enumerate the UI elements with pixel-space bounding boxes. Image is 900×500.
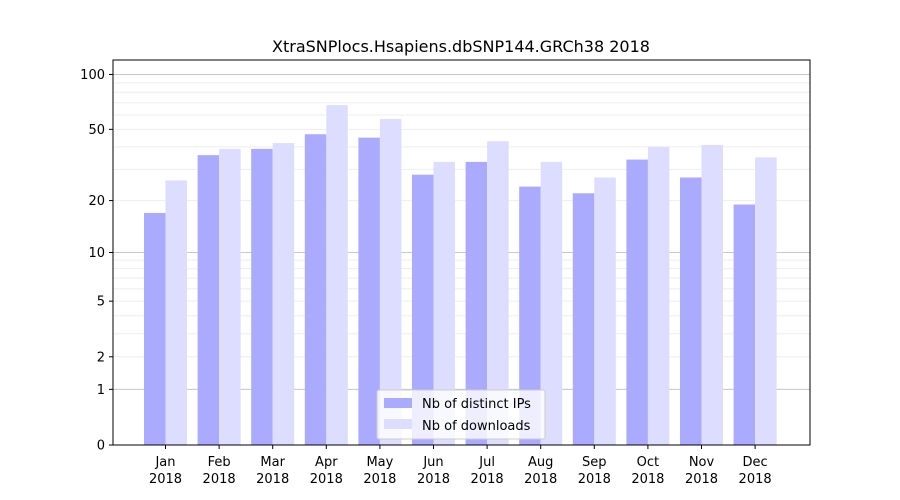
bar-distinct-ips <box>304 134 327 445</box>
bar-distinct-ips <box>733 204 756 445</box>
x-tick-label-year: 2018 <box>363 472 396 487</box>
legend-swatch-distinct-ips <box>384 398 412 408</box>
bar-distinct-ips <box>572 193 595 445</box>
legend-label-distinct-ips: Nb of distinct IPs <box>422 397 531 412</box>
x-tick-label-month: Apr <box>315 455 338 470</box>
x-tick-label-year: 2018 <box>310 472 343 487</box>
bar-distinct-ips <box>358 137 380 445</box>
bar-downloads <box>647 146 670 445</box>
bar-downloads <box>487 141 509 446</box>
bar-downloads <box>272 143 295 446</box>
x-tick-label-year: 2018 <box>471 472 504 487</box>
y-tick-label: 1 <box>97 383 105 398</box>
bar-distinct-ips <box>197 155 220 446</box>
bar-downloads <box>433 161 455 445</box>
y-tick-label: 10 <box>88 246 105 261</box>
x-tick-label-year: 2018 <box>524 472 557 487</box>
y-tick-label: 20 <box>88 194 105 209</box>
bar-distinct-ips <box>412 174 434 446</box>
bar-downloads <box>219 148 241 445</box>
bar-downloads <box>379 119 402 445</box>
y-tick-label: 2 <box>97 350 105 365</box>
bar-downloads <box>594 177 616 445</box>
x-tick-label-month: Sep <box>582 455 607 470</box>
bars <box>144 105 777 446</box>
legend-swatch-downloads <box>384 419 412 429</box>
bar-downloads <box>755 157 777 445</box>
legend: Nb of distinct IPs Nb of downloads <box>376 389 546 440</box>
x-axis: Jan 2018 Feb 2018 Mar 2018 Apr 2018 May 2018 Jun 20… <box>149 445 772 487</box>
x-tick-label-month: Aug <box>528 455 553 470</box>
bar-distinct-ips <box>519 186 541 445</box>
x-tick-label-month: Dec <box>743 455 768 470</box>
legend-box <box>376 389 546 440</box>
bar-distinct-ips <box>626 159 648 445</box>
x-tick-label-year: 2018 <box>578 472 611 487</box>
x-tick-label-year: 2018 <box>631 472 664 487</box>
x-tick-label-year: 2018 <box>256 472 289 487</box>
bar-downloads <box>540 161 563 445</box>
bar-distinct-ips <box>465 161 488 445</box>
legend-label-downloads: Nb of downloads <box>422 419 531 434</box>
x-tick-label-year: 2018 <box>739 472 772 487</box>
y-tick-label: 0 <box>97 439 105 454</box>
bar-downloads <box>326 105 348 446</box>
bar-downloads <box>701 144 723 445</box>
x-tick-label-year: 2018 <box>417 472 450 487</box>
x-tick-label-month: Mar <box>260 455 285 470</box>
y-tick-label: 100 <box>80 68 105 83</box>
x-tick-label-month: Jun <box>422 455 443 470</box>
bar-distinct-ips <box>680 177 702 445</box>
bar-distinct-ips <box>251 148 273 445</box>
y-tick-label: 5 <box>97 295 105 310</box>
x-tick-label-month: Feb <box>208 455 231 470</box>
x-tick-label-month: Oct <box>637 455 659 470</box>
bar-distinct-ips <box>144 212 166 445</box>
x-tick-label-month: Nov <box>689 455 715 470</box>
x-tick-label-month: May <box>366 455 393 470</box>
x-tick-label-month: Jul <box>478 455 495 470</box>
x-tick-label-year: 2018 <box>149 472 182 487</box>
x-tick-label-year: 2018 <box>203 472 236 487</box>
x-tick-label-month: Jan <box>154 455 175 470</box>
y-tick-label: 50 <box>88 123 105 138</box>
x-tick-label-year: 2018 <box>685 472 718 487</box>
bar-downloads <box>165 180 187 446</box>
y-axis: 0 1 2 5 10 20 50 100 <box>80 68 113 454</box>
chart-title: XtraSNPlocs.Hsapiens.dbSNP144.GRCh38 201… <box>272 37 650 56</box>
